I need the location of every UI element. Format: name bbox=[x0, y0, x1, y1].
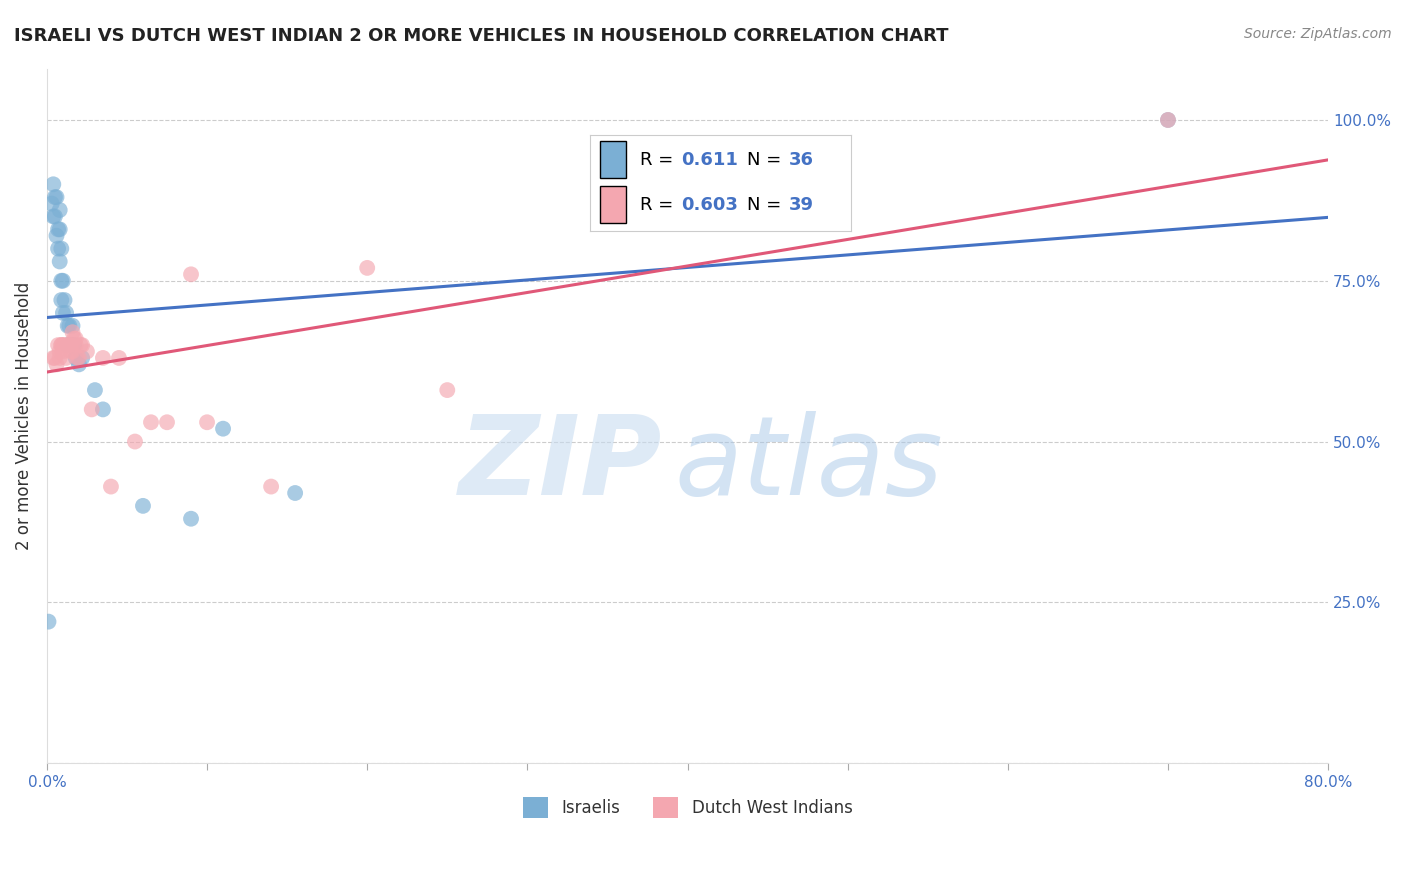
Text: R =: R = bbox=[640, 195, 679, 214]
Text: 39: 39 bbox=[789, 195, 814, 214]
Text: R =: R = bbox=[640, 151, 679, 169]
Point bbox=[58, 338, 80, 352]
Point bbox=[52, 306, 75, 320]
Point bbox=[65, 338, 87, 352]
Point bbox=[44, 190, 66, 204]
Point bbox=[70, 338, 93, 352]
Point bbox=[51, 293, 73, 307]
Point bbox=[51, 338, 73, 352]
Point bbox=[62, 344, 84, 359]
Point bbox=[1157, 112, 1180, 127]
Point bbox=[41, 196, 63, 211]
Point bbox=[100, 479, 122, 493]
Text: 0.603: 0.603 bbox=[682, 195, 738, 214]
Point bbox=[76, 344, 98, 359]
Point bbox=[80, 402, 103, 417]
Point bbox=[56, 338, 79, 352]
Point bbox=[132, 499, 155, 513]
Point bbox=[212, 422, 235, 436]
Text: atlas: atlas bbox=[675, 411, 943, 518]
Point bbox=[156, 415, 179, 429]
Point bbox=[48, 344, 70, 359]
Point bbox=[56, 318, 79, 333]
FancyBboxPatch shape bbox=[600, 141, 627, 178]
Point bbox=[69, 338, 91, 352]
Point bbox=[44, 210, 66, 224]
Point bbox=[284, 486, 307, 500]
Point bbox=[51, 338, 73, 352]
Point bbox=[65, 351, 87, 365]
Point bbox=[45, 190, 67, 204]
Point bbox=[55, 306, 77, 320]
Point bbox=[37, 615, 59, 629]
Point bbox=[44, 351, 66, 365]
Point bbox=[63, 338, 86, 352]
Point bbox=[46, 222, 69, 236]
Point bbox=[45, 228, 67, 243]
Point bbox=[59, 338, 82, 352]
Point bbox=[139, 415, 162, 429]
Point bbox=[91, 351, 114, 365]
Text: ISRAELI VS DUTCH WEST INDIAN 2 OR MORE VEHICLES IN HOUSEHOLD CORRELATION CHART: ISRAELI VS DUTCH WEST INDIAN 2 OR MORE V… bbox=[14, 27, 949, 45]
Text: Source: ZipAtlas.com: Source: ZipAtlas.com bbox=[1244, 27, 1392, 41]
Text: N =: N = bbox=[747, 151, 787, 169]
Point bbox=[59, 344, 82, 359]
Text: 36: 36 bbox=[789, 151, 814, 169]
Text: N =: N = bbox=[747, 195, 787, 214]
Point bbox=[91, 402, 114, 417]
Point bbox=[62, 318, 84, 333]
Point bbox=[63, 332, 86, 346]
FancyBboxPatch shape bbox=[600, 186, 627, 223]
Point bbox=[48, 202, 70, 217]
Point bbox=[436, 383, 458, 397]
Point bbox=[260, 479, 283, 493]
Point bbox=[67, 351, 90, 365]
Point bbox=[46, 242, 69, 256]
Text: ZIP: ZIP bbox=[458, 411, 662, 518]
Point bbox=[180, 512, 202, 526]
Point bbox=[45, 357, 67, 371]
Y-axis label: 2 or more Vehicles in Household: 2 or more Vehicles in Household bbox=[15, 282, 32, 550]
Point bbox=[42, 210, 65, 224]
Point bbox=[46, 338, 69, 352]
Point bbox=[51, 274, 73, 288]
Point bbox=[180, 268, 202, 282]
Point bbox=[48, 351, 70, 365]
Point bbox=[124, 434, 146, 449]
Point bbox=[356, 260, 378, 275]
Point bbox=[70, 351, 93, 365]
Point bbox=[66, 351, 89, 365]
Point bbox=[51, 242, 73, 256]
Point bbox=[48, 222, 70, 236]
Point bbox=[65, 332, 87, 346]
Point bbox=[1157, 112, 1180, 127]
Point bbox=[48, 254, 70, 268]
Point bbox=[53, 293, 76, 307]
Point bbox=[52, 274, 75, 288]
Point bbox=[55, 351, 77, 365]
Legend: Israelis, Dutch West Indians: Israelis, Dutch West Indians bbox=[516, 790, 859, 824]
Point bbox=[58, 318, 80, 333]
Point bbox=[56, 338, 79, 352]
Point bbox=[42, 178, 65, 192]
Point bbox=[62, 325, 84, 339]
Text: 0.611: 0.611 bbox=[682, 151, 738, 169]
Point bbox=[52, 344, 75, 359]
Point bbox=[53, 338, 76, 352]
Point bbox=[52, 338, 75, 352]
Point bbox=[59, 338, 82, 352]
Point bbox=[42, 351, 65, 365]
Point bbox=[108, 351, 131, 365]
Point bbox=[195, 415, 218, 429]
Point bbox=[67, 357, 90, 371]
Point bbox=[84, 383, 107, 397]
